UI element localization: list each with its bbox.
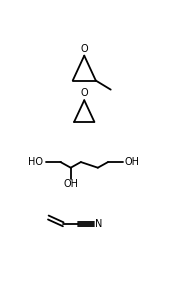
- Text: N: N: [95, 219, 103, 229]
- Text: HO: HO: [28, 157, 43, 167]
- Text: OH: OH: [125, 157, 140, 167]
- Text: OH: OH: [63, 178, 78, 188]
- Text: O: O: [80, 88, 88, 98]
- Text: O: O: [80, 44, 88, 54]
